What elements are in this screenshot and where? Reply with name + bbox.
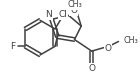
Text: N: N (45, 10, 52, 19)
Text: O: O (70, 6, 77, 15)
Text: O: O (88, 64, 95, 73)
Text: Cl: Cl (58, 10, 67, 19)
Text: F: F (10, 42, 15, 51)
Text: O: O (104, 44, 111, 53)
Text: CH₃: CH₃ (123, 36, 138, 45)
Text: CH₃: CH₃ (67, 0, 82, 9)
